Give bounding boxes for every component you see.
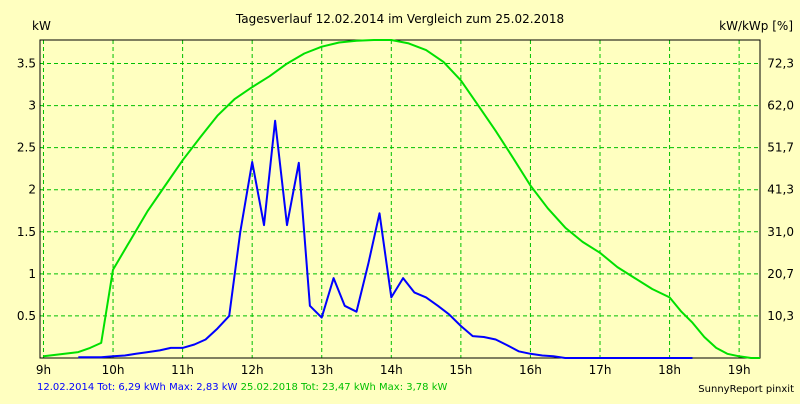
series-line-1 bbox=[78, 119, 693, 359]
y-left-tick-label: 0.5 bbox=[17, 309, 36, 323]
y-right-tick-label: 72,3 bbox=[767, 57, 794, 71]
footer-series2-summary: 25.02.2018 Tot: 23,47 kWh Max: 3,78 kW bbox=[240, 382, 448, 393]
series-lines bbox=[43, 39, 760, 359]
y-axis-right-label: kW/kWp [%] bbox=[719, 19, 793, 33]
y-right-tick-label: 31,0 bbox=[767, 225, 794, 239]
y-left-tick-label: 2 bbox=[28, 183, 36, 197]
plot-frame bbox=[39, 39, 761, 359]
y-left-tick-label: 1 bbox=[28, 267, 36, 281]
series-line-2 bbox=[43, 39, 760, 359]
x-tick-label: 14h bbox=[380, 363, 403, 377]
x-tick-label: 13h bbox=[310, 363, 333, 377]
x-tick-label: 10h bbox=[102, 363, 125, 377]
y-left-tick-label: 2.5 bbox=[17, 141, 36, 155]
grid-lines bbox=[40, 40, 760, 358]
axis-ticks: 9h 10h 11h 12h 13h 14h 15h 16h 17h 18h 19h 0.5 1 1.5 2… bbox=[17, 57, 794, 377]
chart-title: Tagesverlauf 12.02.2014 im Vergleich zum… bbox=[235, 12, 564, 26]
y-right-tick-label: 20,7 bbox=[767, 267, 794, 281]
footer-credit: SunnyReport pinxit bbox=[698, 384, 794, 395]
footer-series1-summary: 12.02.2014 Tot: 6,29 kWh Max: 2,83 kW bbox=[37, 382, 238, 393]
y-right-tick-label: 51,7 bbox=[767, 141, 794, 155]
y-left-tick-label: 1.5 bbox=[17, 225, 36, 239]
y-axis-left-label: kW bbox=[32, 19, 51, 33]
x-tick-label: 19h bbox=[728, 363, 751, 377]
y-right-tick-label: 10,3 bbox=[767, 309, 794, 323]
y-left-tick-label: 3 bbox=[28, 99, 36, 113]
x-tick-label: 17h bbox=[589, 363, 612, 377]
x-tick-label: 9h bbox=[36, 363, 51, 377]
x-tick-label: 15h bbox=[449, 363, 472, 377]
y-right-tick-label: 41,3 bbox=[767, 183, 794, 197]
x-tick-label: 16h bbox=[519, 363, 542, 377]
x-tick-label: 18h bbox=[658, 363, 681, 377]
x-tick-label: 12h bbox=[241, 363, 264, 377]
x-tick-label: 11h bbox=[171, 363, 194, 377]
y-right-tick-label: 62,0 bbox=[767, 99, 794, 113]
y-left-tick-label: 3.5 bbox=[17, 57, 36, 71]
footer-summary: 12.02.2014 Tot: 6,29 kWh Max: 2,83 kW 25… bbox=[37, 382, 447, 393]
